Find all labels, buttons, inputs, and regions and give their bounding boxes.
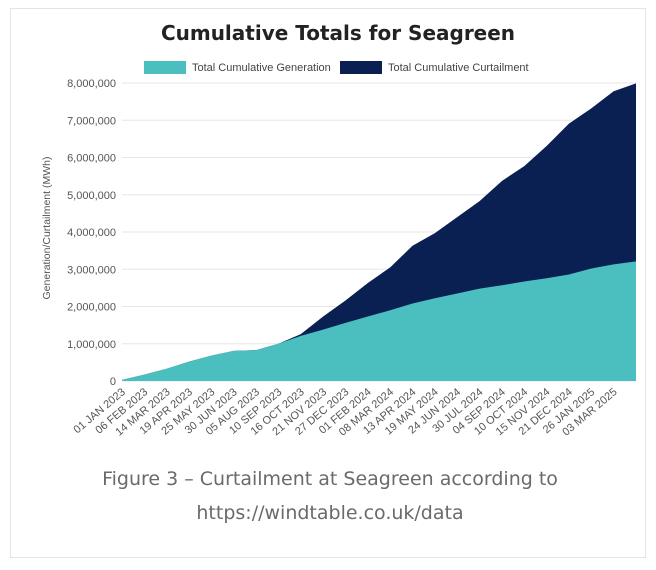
generation-area bbox=[122, 261, 636, 381]
y-tick-label: 4,000,000 bbox=[67, 227, 116, 239]
y-axis-label: Generation/Curtailment (MWh) bbox=[41, 157, 53, 300]
caption-line-1: Figure 3 – Curtailment at Seagreen accor… bbox=[102, 468, 558, 490]
area-series bbox=[122, 83, 636, 381]
legend: Total Cumulative Generation Total Cumula… bbox=[144, 61, 529, 74]
y-tick-label: 5,000,000 bbox=[67, 190, 116, 202]
y-tick-label: 7,000,000 bbox=[67, 115, 116, 127]
y-tick-label: 2,000,000 bbox=[67, 302, 116, 314]
figure-caption: Figure 3 – Curtailment at Seagreen accor… bbox=[20, 462, 640, 530]
y-tick-label: 8,000,000 bbox=[67, 78, 116, 90]
legend-swatch-generation[interactable] bbox=[144, 61, 186, 74]
y-axis-ticks: 0 1,000,000 2,000,000 3,000,000 4,000,000 5,0… bbox=[67, 78, 116, 388]
chart-card: Cumulative Totals for Seagreen Total Cum… bbox=[14, 10, 642, 456]
y-tick-label: 3,000,000 bbox=[67, 264, 116, 276]
chart: Cumulative Totals for Seagreen Total Cum… bbox=[41, 21, 636, 439]
chart-title: Cumulative Totals for Seagreen bbox=[161, 21, 515, 45]
y-tick-label: 0 bbox=[110, 376, 116, 388]
legend-swatch-curtailment[interactable] bbox=[340, 61, 382, 74]
legend-label-curtailment[interactable]: Total Cumulative Curtailment bbox=[388, 62, 529, 74]
legend-label-generation[interactable]: Total Cumulative Generation bbox=[192, 62, 331, 74]
y-tick-label: 1,000,000 bbox=[67, 339, 116, 351]
y-tick-label: 6,000,000 bbox=[67, 153, 116, 165]
caption-line-2: https://windtable.co.uk/data bbox=[196, 502, 464, 524]
